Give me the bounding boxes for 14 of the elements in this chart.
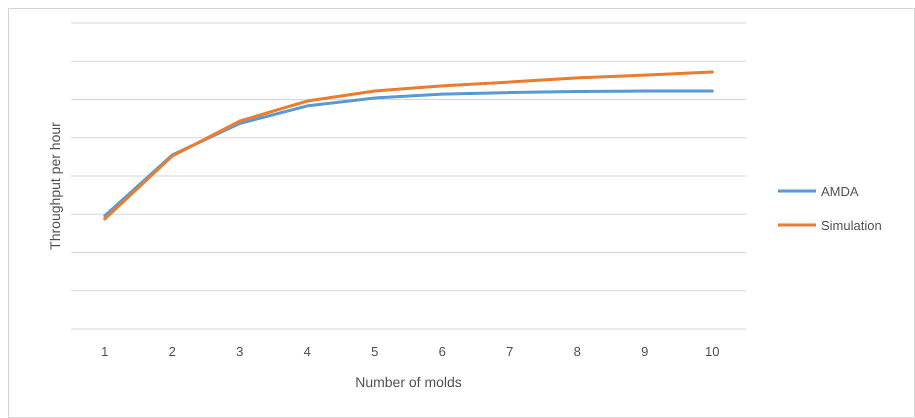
x-tick-label: 6 <box>438 344 446 359</box>
y-axis-title: Throughput per hour <box>47 122 63 250</box>
x-tick-label: 10 <box>705 344 720 359</box>
x-tick-label: 7 <box>506 344 514 359</box>
x-tick-label: 8 <box>574 344 581 359</box>
x-tick-label: 5 <box>371 344 378 359</box>
x-axis-title: Number of molds <box>355 374 462 390</box>
x-tick-label: 2 <box>168 344 176 359</box>
legend-label: AMDA <box>821 184 859 199</box>
x-tick-label: 1 <box>101 344 108 359</box>
legend-label: Simulation <box>821 218 882 233</box>
x-tick-label: 9 <box>641 344 648 359</box>
x-tick-label: 4 <box>304 344 311 359</box>
x-tick-label: 3 <box>236 344 244 359</box>
